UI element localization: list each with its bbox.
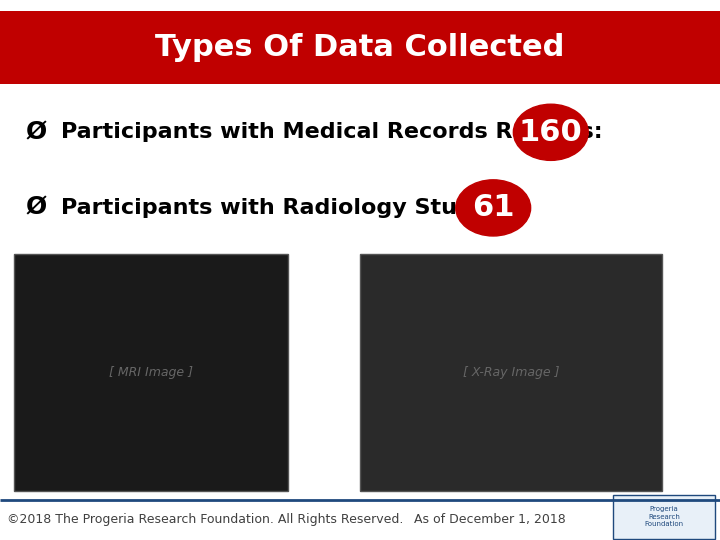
Text: Progeria
Research
Foundation: Progeria Research Foundation bbox=[644, 507, 683, 527]
Text: Ø: Ø bbox=[25, 120, 47, 144]
Text: [ X-Ray Image ]: [ X-Ray Image ] bbox=[463, 366, 559, 379]
FancyBboxPatch shape bbox=[360, 254, 662, 491]
Text: Participants with Radiology Studies:: Participants with Radiology Studies: bbox=[61, 198, 518, 218]
FancyBboxPatch shape bbox=[613, 495, 715, 539]
FancyBboxPatch shape bbox=[14, 254, 288, 491]
Text: As of December 1, 2018: As of December 1, 2018 bbox=[414, 513, 566, 526]
Text: 160: 160 bbox=[519, 118, 582, 147]
Circle shape bbox=[513, 104, 588, 160]
Text: Participants with Medical Records Reports:: Participants with Medical Records Report… bbox=[61, 122, 603, 143]
FancyBboxPatch shape bbox=[0, 11, 720, 84]
Text: Types Of Data Collected: Types Of Data Collected bbox=[156, 33, 564, 62]
Text: ©2018 The Progeria Research Foundation. All Rights Reserved.: ©2018 The Progeria Research Foundation. … bbox=[7, 513, 404, 526]
Text: [ MRI Image ]: [ MRI Image ] bbox=[109, 366, 193, 379]
Circle shape bbox=[456, 180, 531, 236]
Text: Ø: Ø bbox=[25, 196, 47, 220]
Text: 61: 61 bbox=[472, 193, 515, 222]
